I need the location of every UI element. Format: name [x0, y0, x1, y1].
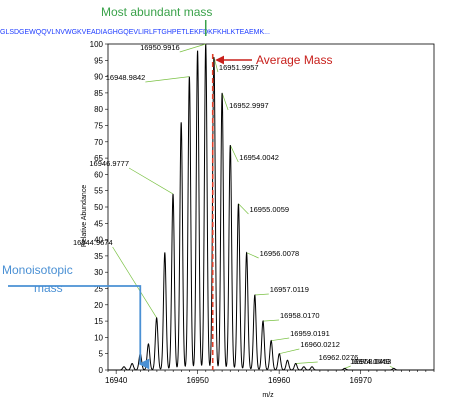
y-tick-label: 95: [94, 56, 103, 65]
x-tick-label: 16970: [350, 376, 373, 385]
spectrum-trace: [108, 44, 434, 371]
peak-leader-line: [389, 365, 394, 369]
peak-leader-line: [145, 76, 190, 83]
monoisotopic-annotation-line2: mass: [34, 281, 63, 295]
peak-label: 16952.9997: [229, 101, 269, 110]
monoisotopic-arrow: [8, 285, 150, 370]
peak-labels: 16944.9674 16946.9777 16948.9842 16950.9916…: [73, 43, 391, 366]
y-tick-label: 40: [94, 236, 103, 245]
x-tick-label: 16950: [187, 376, 210, 385]
peak-leader-line: [246, 252, 259, 259]
peak-label: 16954.0042: [239, 153, 279, 162]
y-axis-title: Relative Abundance: [81, 185, 88, 247]
y-tick-label: 5: [99, 350, 104, 359]
peak-leader-line: [221, 92, 229, 111]
y-tick-label: 25: [94, 285, 103, 294]
peak-leader-line: [279, 348, 300, 355]
peak-label: 16950.9916: [140, 43, 180, 52]
peak-label: 16957.0119: [270, 285, 309, 294]
average-mass-annotation: Average Mass: [256, 53, 332, 67]
peak-leader-line: [254, 293, 269, 296]
y-tick-label: 90: [94, 73, 103, 82]
peak-label: 16974.0649: [350, 357, 390, 366]
protein-sequence: GLSDGEWQQVLNVWGKVEADIAGHGQEVLIRLFTGHPETL…: [0, 29, 270, 36]
y-tick-label: 0: [99, 366, 104, 375]
peak-leader-line: [344, 365, 351, 369]
y-tick-label: 70: [94, 138, 103, 147]
peak-label: 16946.9777: [89, 159, 129, 168]
peak-label: 16960.0212: [300, 340, 340, 349]
y-tick-label: 15: [94, 317, 103, 326]
peak-leader-line: [229, 144, 239, 163]
y-tick-label: 45: [94, 219, 103, 228]
peak-label: 16955.0059: [249, 205, 289, 214]
peak-label: 16956.0078: [260, 249, 300, 258]
y-tick-label: 35: [94, 252, 103, 261]
y-axis: 0 5 10 15 20 25 30 35 40 45 50 55 60 65 70 75 80 85 90 95 10…: [90, 40, 108, 375]
y-tick-label: 80: [94, 105, 103, 114]
y-tick-label: 60: [94, 170, 103, 179]
peak-label: 16951.9957: [219, 63, 259, 72]
x-tick-label: 16940: [105, 376, 128, 385]
peak-label: 16958.0170: [280, 311, 320, 320]
x-tick-label: 16960: [268, 376, 291, 385]
peak-leader-line: [112, 246, 157, 319]
peak-leader-line: [238, 203, 249, 215]
monoisotopic-annotation-line1: Monoisotopic: [2, 263, 73, 277]
peak-leader-line: [295, 361, 318, 364]
peak-leader-line: [179, 43, 206, 53]
peak-leader-line: [213, 56, 219, 73]
peak-label: 16944.9674: [73, 238, 113, 247]
peak-label: 16948.9842: [106, 73, 146, 82]
y-tick-label: 10: [94, 333, 103, 342]
x-axis: 16940 16950 16960 16970: [105, 370, 435, 385]
y-tick-label: 55: [94, 187, 103, 196]
y-tick-label: 65: [94, 154, 103, 163]
peak-label: 16959.0191: [290, 329, 330, 338]
most-abundant-annotation: Most abundant mass: [101, 5, 212, 19]
peak-label: 16962.0276: [319, 353, 359, 362]
y-tick-label: 50: [94, 203, 103, 212]
y-tick-label: 20: [94, 301, 103, 310]
y-tick-label: 75: [94, 122, 103, 131]
peak-leader-line: [262, 319, 280, 322]
peak-label: 16968.0453: [352, 357, 392, 366]
peak-leader-line: [271, 337, 290, 342]
y-tick-label: 85: [94, 89, 103, 98]
peak-leader-line: [128, 167, 174, 195]
y-tick-label: 100: [90, 40, 104, 49]
peak-label-leaders: [112, 43, 394, 369]
x-axis-title: m/z: [262, 392, 274, 399]
y-tick-label: 30: [94, 268, 103, 277]
